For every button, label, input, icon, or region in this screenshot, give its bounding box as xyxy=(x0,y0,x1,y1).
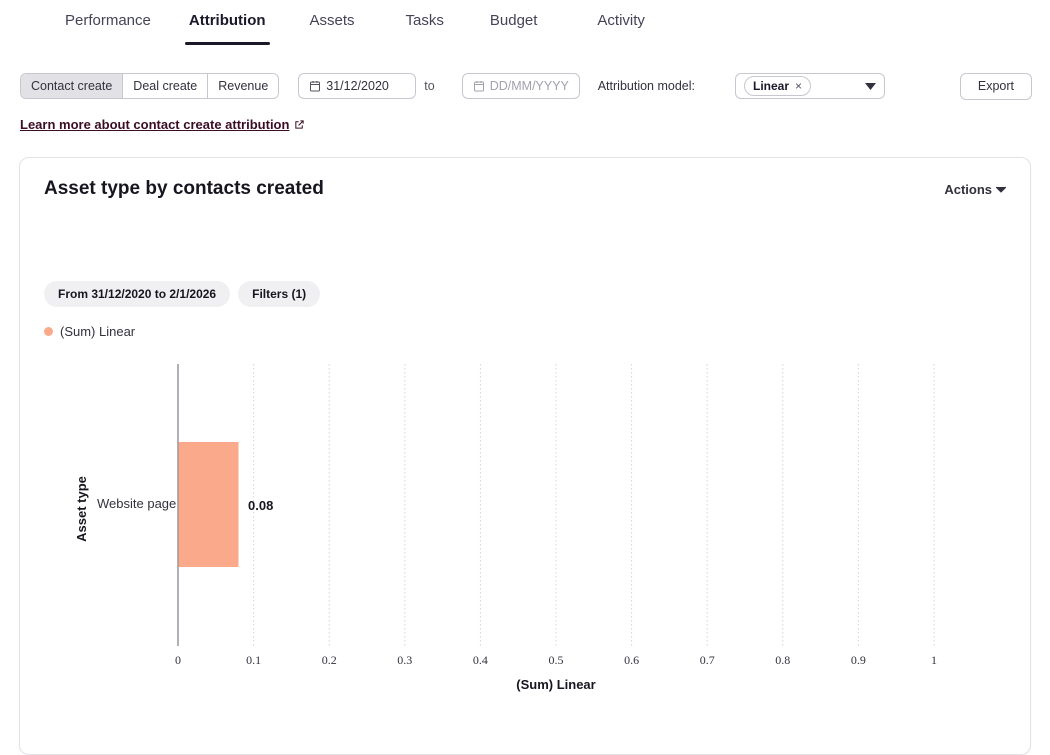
svg-text:(Sum) Linear: (Sum) Linear xyxy=(516,677,595,692)
svg-text:0.7: 0.7 xyxy=(700,653,715,667)
svg-text:0.9: 0.9 xyxy=(851,653,866,667)
svg-text:0.8: 0.8 xyxy=(775,653,790,667)
svg-text:0.1: 0.1 xyxy=(246,653,261,667)
svg-text:0.3: 0.3 xyxy=(397,653,412,667)
svg-text:1: 1 xyxy=(931,653,937,667)
svg-text:0.6: 0.6 xyxy=(624,653,639,667)
svg-text:0.2: 0.2 xyxy=(322,653,337,667)
svg-text:0.08: 0.08 xyxy=(248,498,273,513)
svg-text:0.5: 0.5 xyxy=(549,653,564,667)
svg-text:0: 0 xyxy=(175,653,181,667)
svg-text:0.4: 0.4 xyxy=(473,653,488,667)
svg-text:Website page: Website page xyxy=(97,496,176,511)
svg-text:Asset type: Asset type xyxy=(74,476,89,542)
